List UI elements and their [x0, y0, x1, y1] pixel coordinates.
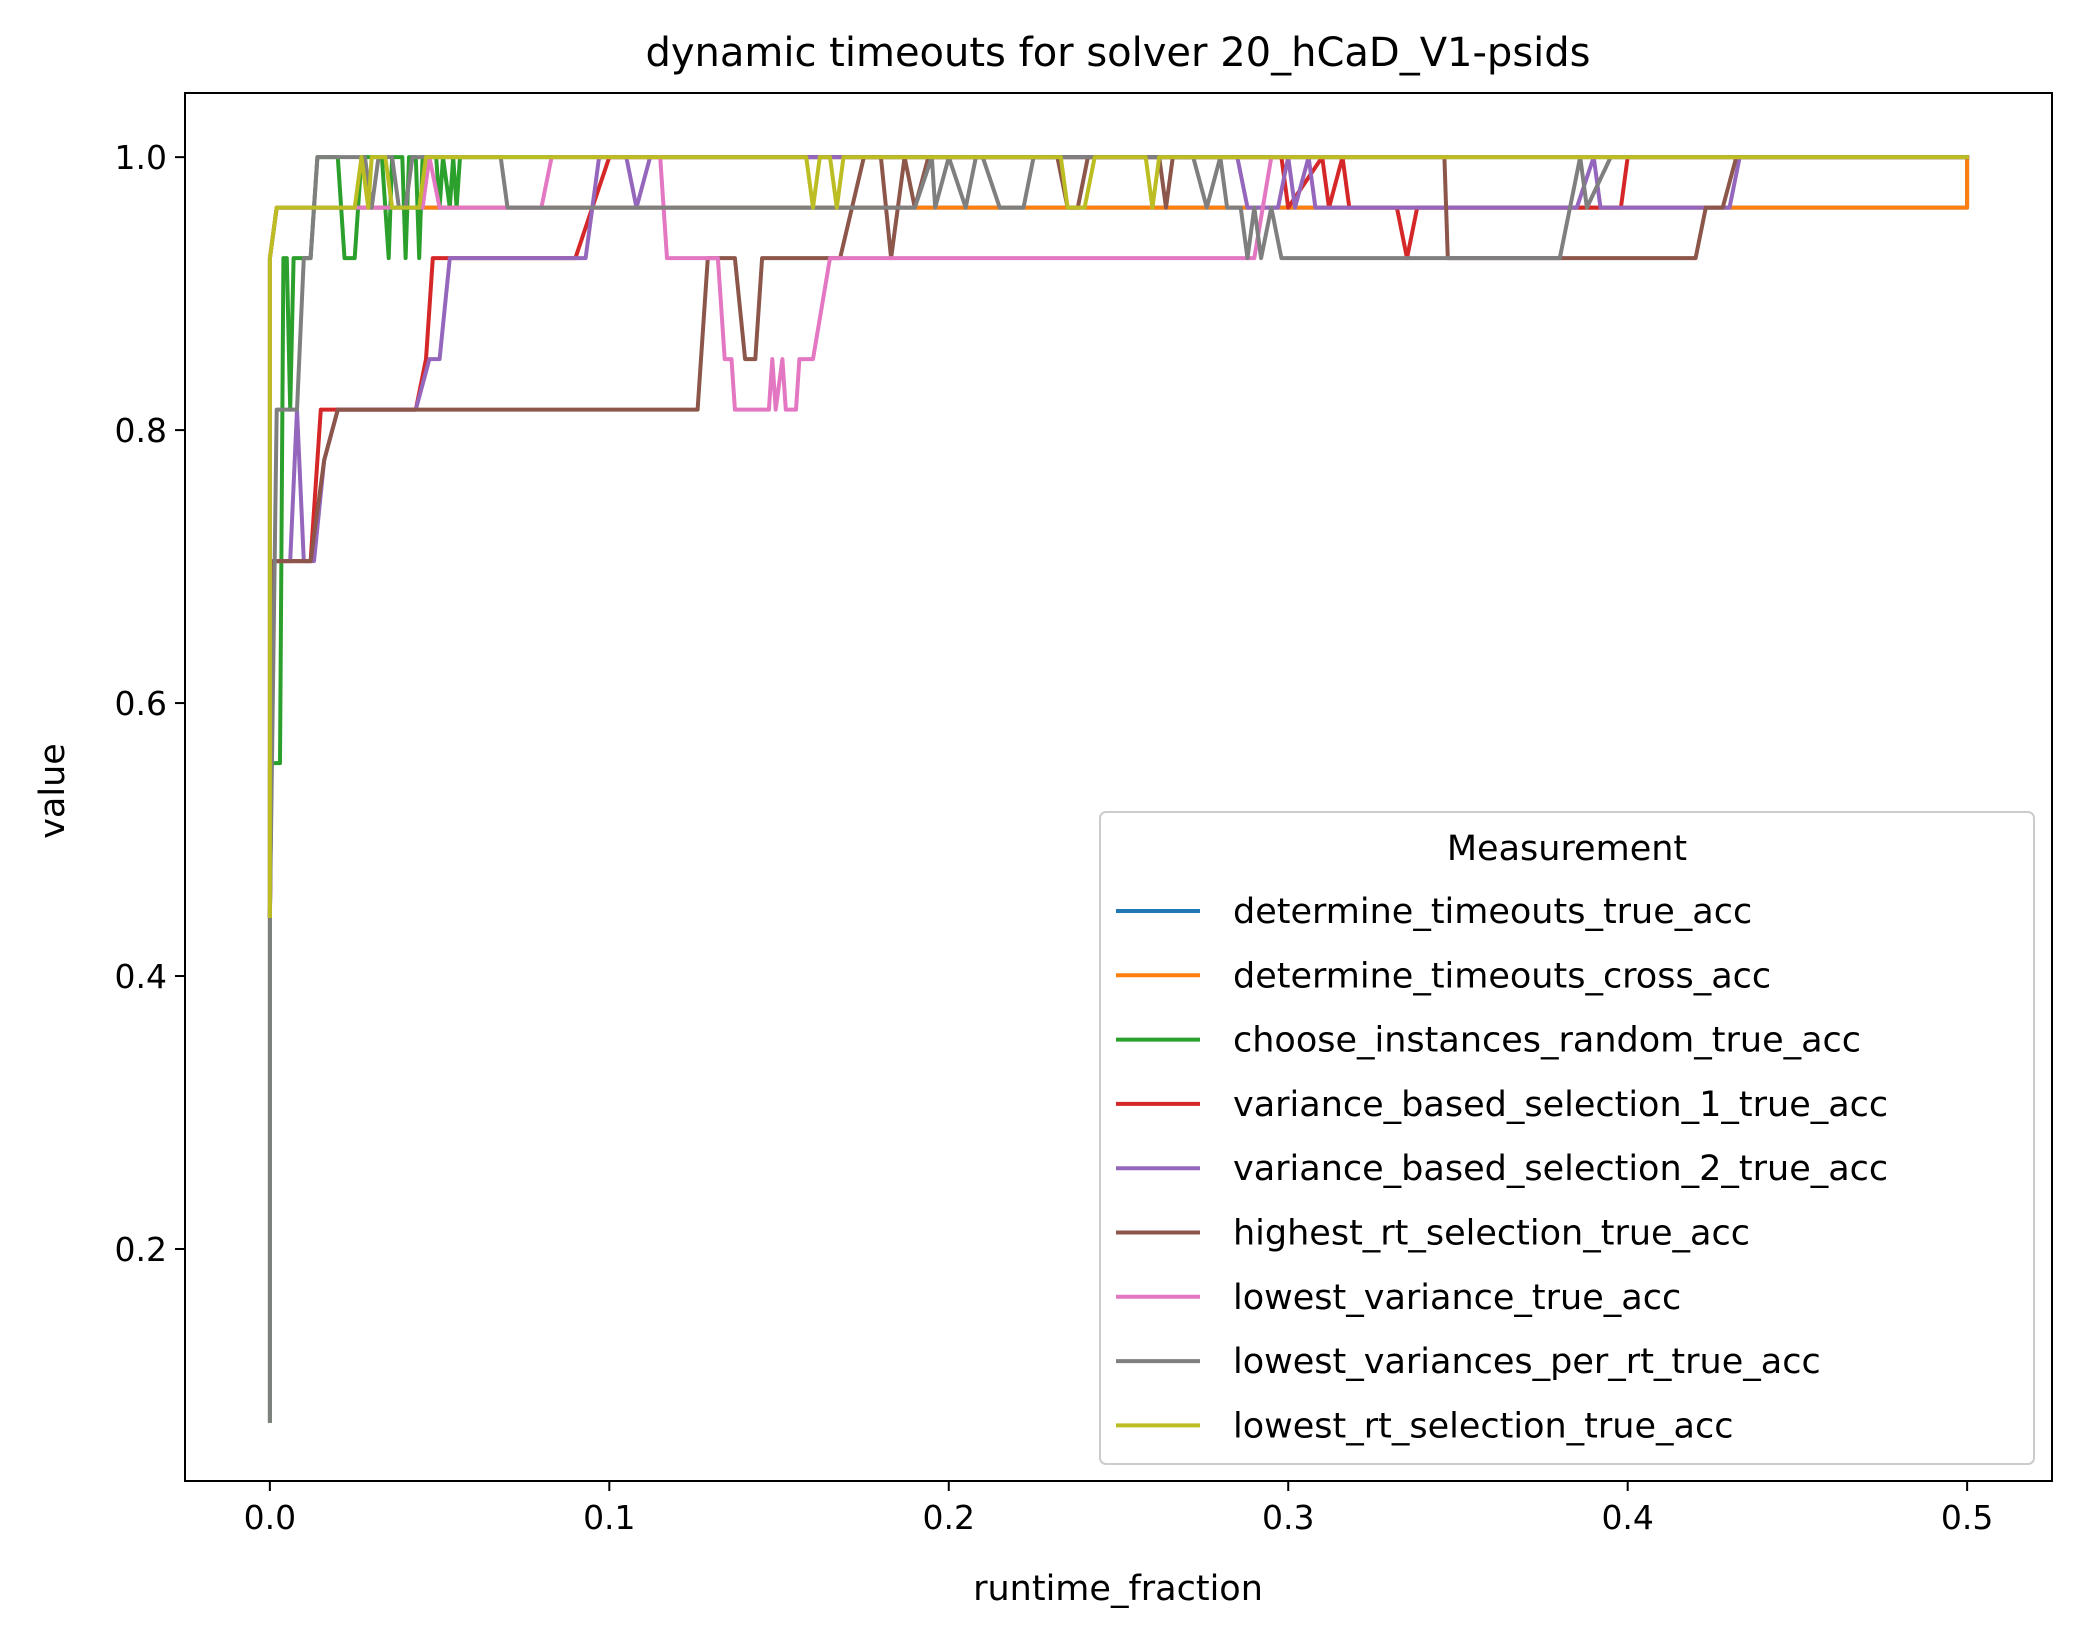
legend-label-8: lowest_variances_per_rt_true_acc — [1233, 1342, 1821, 1382]
legend-label-9: lowest_rt_selection_true_acc — [1233, 1406, 1733, 1446]
legend-label-1: determine_timeouts_true_acc — [1233, 892, 1752, 932]
y-tick-label: 0.4 — [115, 957, 167, 996]
series-line-9 — [267, 155, 1970, 918]
legend-items: determine_timeouts_true_acc determine_tim… — [1116, 892, 1888, 1446]
legend-label-7: lowest_variance_true_acc — [1233, 1278, 1681, 1318]
legend-box — [1099, 811, 2035, 1465]
series-line-6 — [267, 155, 1970, 919]
y-tick-label: 1.0 — [115, 138, 167, 177]
legend-label-6: highest_rt_selection_true_acc — [1233, 1214, 1750, 1254]
legend: Measurement determine_timeouts_true_accd… — [1099, 811, 2035, 1465]
series-line-8 — [267, 155, 1970, 1423]
y-tick-label: 0.8 — [115, 411, 167, 450]
legend-label-5: variance_based_selection_2_true_acc — [1233, 1149, 1888, 1189]
x-tick-label: 0.5 — [1941, 1498, 1993, 1537]
series-layer — [267, 155, 1970, 1423]
plot-frame — [184, 92, 2053, 1482]
y-axis: 0.2 0.4 0.6 0.8 1.0 — [115, 138, 185, 1269]
x-tick-label: 0.0 — [244, 1498, 296, 1537]
legend-label-4: variance_based_selection_1_true_acc — [1233, 1085, 1888, 1125]
x-tick-label: 0.4 — [1601, 1498, 1653, 1537]
chart-title: dynamic timeouts for solver 20_hCaD_V1-p… — [645, 30, 1590, 76]
y-tick-label: 0.6 — [115, 684, 167, 723]
x-tick-label: 0.3 — [1262, 1498, 1314, 1537]
legend-label-3: choose_instances_random_true_acc — [1233, 1021, 1861, 1061]
legend-title: Measurement — [1447, 829, 1687, 869]
y-axis-label: value — [33, 743, 73, 839]
legend-label-2: determine_timeouts_cross_acc — [1233, 956, 1771, 996]
x-axis: 0.0 0.1 0.2 0.3 0.4 0.5 — [244, 1481, 1993, 1537]
x-tick-label: 0.1 — [583, 1498, 635, 1537]
y-tick-label: 0.2 — [115, 1230, 167, 1269]
x-axis-label: runtime_fraction — [973, 1569, 1263, 1609]
series-line-7 — [267, 155, 1970, 918]
x-tick-label: 0.2 — [923, 1498, 975, 1537]
